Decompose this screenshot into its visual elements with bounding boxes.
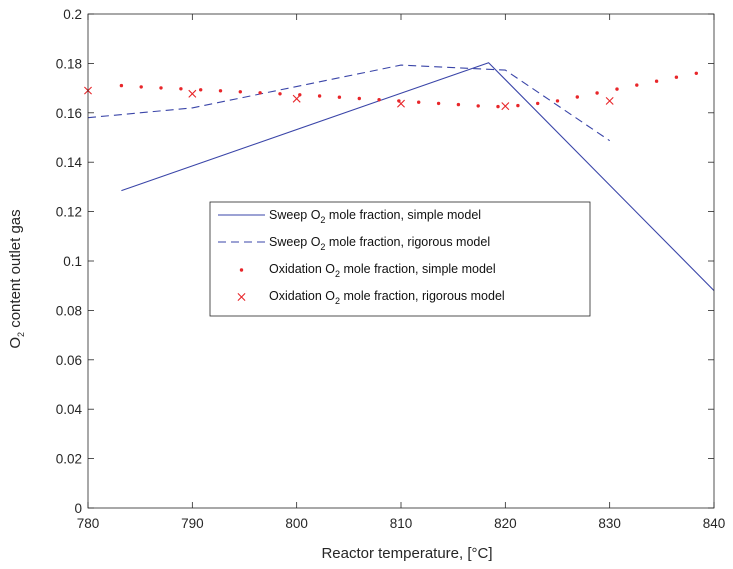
series-3-point xyxy=(576,95,579,98)
legend-swatch-3 xyxy=(240,268,243,271)
series-3-point xyxy=(358,97,361,100)
series-3-point xyxy=(675,76,678,79)
y-tick-label: 0.2 xyxy=(63,7,82,22)
series-3-point xyxy=(239,90,242,93)
y-tick-label: 0.04 xyxy=(56,402,83,417)
x-tick-label: 780 xyxy=(77,516,100,531)
y-tick-label: 0.02 xyxy=(56,452,82,467)
series-3-point xyxy=(120,84,123,87)
y-tick-label: 0 xyxy=(74,501,82,516)
y-axis-label-prefix: O xyxy=(7,337,24,349)
series-3-point xyxy=(695,72,698,75)
y-tick-label: 0.08 xyxy=(56,303,82,318)
series-3-point xyxy=(556,99,559,102)
series-3-point xyxy=(477,104,480,107)
series-3-point xyxy=(457,103,460,106)
y-tick-label: 0.1 xyxy=(63,254,82,269)
x-tick-label: 810 xyxy=(390,516,413,531)
series-3-point xyxy=(496,105,499,108)
legend: Sweep O2 mole fraction, simple modelSwee… xyxy=(210,202,590,316)
series-3-point xyxy=(595,91,598,94)
x-tick-label: 830 xyxy=(598,516,621,531)
series-3-point xyxy=(338,96,341,99)
y-tick-label: 0.12 xyxy=(56,205,82,220)
series-3-point xyxy=(635,83,638,86)
series-3-point xyxy=(655,80,658,83)
series-3-point xyxy=(437,102,440,105)
series-3-point xyxy=(516,104,519,107)
x-tick-label: 800 xyxy=(285,516,308,531)
x-tick-label: 790 xyxy=(181,516,204,531)
y-tick-label: 0.18 xyxy=(56,56,82,71)
y-tick-label: 0.16 xyxy=(56,106,82,121)
series-3-point xyxy=(258,91,261,94)
series-3-point xyxy=(179,87,182,90)
series-3-point xyxy=(377,98,380,101)
series-3-point xyxy=(219,89,222,92)
y-tick-label: 0.06 xyxy=(56,353,82,368)
series-3-point xyxy=(140,85,143,88)
series-3-point xyxy=(318,94,321,97)
series-3-point xyxy=(199,88,202,91)
y-tick-label: 0.14 xyxy=(56,155,83,170)
series-3-point xyxy=(159,86,162,89)
x-tick-label: 840 xyxy=(703,516,726,531)
y-axis-label: O2 content outlet gas xyxy=(7,209,26,348)
x-axis-label: Reactor temperature, [°C] xyxy=(321,545,492,562)
x-tick-label: 820 xyxy=(494,516,517,531)
series-3-point xyxy=(278,92,281,95)
series-3-point xyxy=(615,87,618,90)
series-3-point xyxy=(536,102,539,105)
series-3-point xyxy=(417,101,420,104)
y-axis-label-suffix: content outlet gas xyxy=(7,209,24,332)
